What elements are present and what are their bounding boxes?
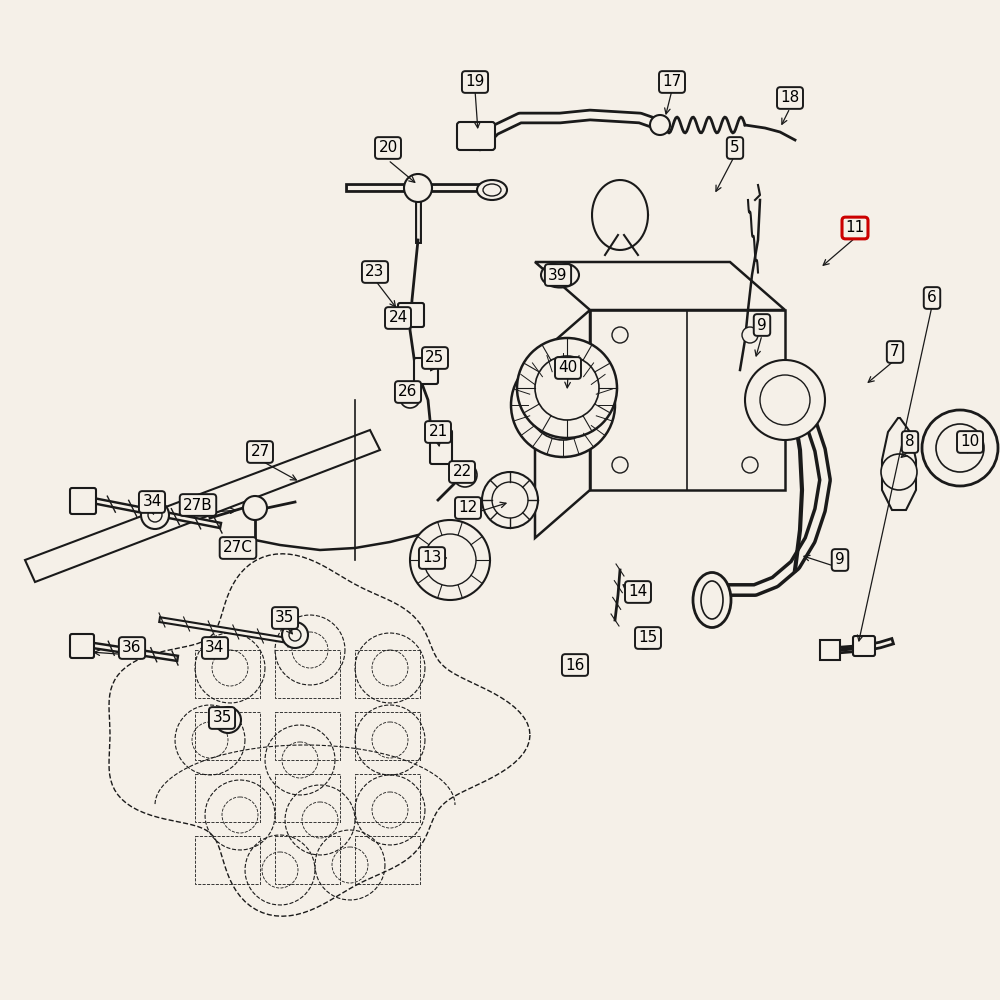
- Text: 23: 23: [365, 264, 385, 279]
- Text: 7: 7: [890, 344, 900, 360]
- Ellipse shape: [693, 572, 731, 628]
- FancyBboxPatch shape: [430, 430, 452, 464]
- Circle shape: [212, 650, 248, 686]
- Circle shape: [511, 353, 615, 457]
- Circle shape: [424, 534, 476, 586]
- Circle shape: [332, 847, 368, 883]
- Polygon shape: [535, 262, 785, 310]
- Circle shape: [222, 714, 234, 726]
- Text: 39: 39: [548, 267, 568, 282]
- FancyBboxPatch shape: [70, 488, 96, 514]
- FancyBboxPatch shape: [853, 636, 875, 656]
- Text: 18: 18: [780, 91, 800, 105]
- Ellipse shape: [636, 637, 654, 649]
- Polygon shape: [882, 418, 916, 510]
- Text: 13: 13: [422, 550, 442, 566]
- Circle shape: [192, 722, 228, 758]
- Text: 35: 35: [275, 610, 295, 626]
- Circle shape: [922, 410, 998, 486]
- Circle shape: [517, 338, 617, 438]
- Text: 12: 12: [458, 500, 478, 516]
- Ellipse shape: [483, 184, 501, 196]
- FancyBboxPatch shape: [590, 310, 785, 490]
- Circle shape: [372, 650, 408, 686]
- Circle shape: [410, 520, 490, 600]
- Text: 22: 22: [452, 464, 472, 480]
- Circle shape: [936, 424, 984, 472]
- Text: 19: 19: [465, 75, 485, 90]
- Circle shape: [302, 802, 338, 838]
- FancyBboxPatch shape: [414, 358, 438, 384]
- Polygon shape: [431, 423, 451, 441]
- Ellipse shape: [541, 262, 579, 288]
- Text: 34: 34: [142, 494, 162, 510]
- Text: 16: 16: [565, 658, 585, 672]
- Circle shape: [372, 722, 408, 758]
- Circle shape: [372, 792, 408, 828]
- Text: 26: 26: [398, 384, 418, 399]
- Circle shape: [742, 327, 758, 343]
- Text: 27: 27: [250, 444, 270, 460]
- Circle shape: [760, 375, 810, 425]
- Text: 5: 5: [730, 140, 740, 155]
- Circle shape: [404, 174, 432, 202]
- Text: 27B: 27B: [183, 497, 213, 512]
- Text: 20: 20: [378, 140, 398, 155]
- Circle shape: [881, 454, 917, 490]
- Ellipse shape: [549, 267, 571, 282]
- Text: 14: 14: [628, 584, 648, 599]
- Circle shape: [650, 115, 670, 135]
- Circle shape: [262, 852, 298, 888]
- Circle shape: [612, 327, 628, 343]
- Circle shape: [745, 360, 825, 440]
- Polygon shape: [535, 310, 590, 538]
- Text: 40: 40: [558, 360, 578, 375]
- Text: 35: 35: [212, 710, 232, 726]
- Text: 9: 9: [835, 552, 845, 568]
- Text: 36: 36: [122, 641, 142, 656]
- Text: 9: 9: [757, 318, 767, 332]
- Circle shape: [612, 457, 628, 473]
- Text: 11: 11: [845, 221, 865, 235]
- Text: 25: 25: [425, 351, 445, 365]
- Circle shape: [453, 463, 477, 487]
- Text: 34: 34: [205, 641, 225, 656]
- Circle shape: [535, 356, 599, 420]
- FancyBboxPatch shape: [398, 303, 424, 327]
- FancyBboxPatch shape: [70, 634, 94, 658]
- Text: 27C: 27C: [223, 540, 253, 556]
- Circle shape: [215, 707, 241, 733]
- Text: 6: 6: [927, 290, 937, 306]
- FancyBboxPatch shape: [820, 640, 840, 660]
- Circle shape: [528, 370, 598, 440]
- Ellipse shape: [701, 581, 723, 619]
- Text: 21: 21: [428, 424, 448, 440]
- Text: 10: 10: [960, 434, 980, 450]
- Text: 17: 17: [662, 75, 682, 90]
- Circle shape: [148, 508, 162, 522]
- Ellipse shape: [477, 180, 507, 200]
- Circle shape: [742, 457, 758, 473]
- Text: 8: 8: [905, 434, 915, 450]
- Circle shape: [141, 501, 169, 529]
- Text: 15: 15: [638, 631, 658, 646]
- Circle shape: [282, 622, 308, 648]
- Circle shape: [292, 632, 328, 668]
- Circle shape: [400, 388, 420, 408]
- Text: 24: 24: [388, 310, 408, 326]
- Circle shape: [243, 496, 267, 520]
- FancyBboxPatch shape: [457, 122, 495, 150]
- Circle shape: [222, 797, 258, 833]
- Circle shape: [482, 472, 538, 528]
- Polygon shape: [25, 430, 380, 582]
- Circle shape: [282, 742, 318, 778]
- Circle shape: [492, 482, 528, 518]
- Circle shape: [289, 629, 301, 641]
